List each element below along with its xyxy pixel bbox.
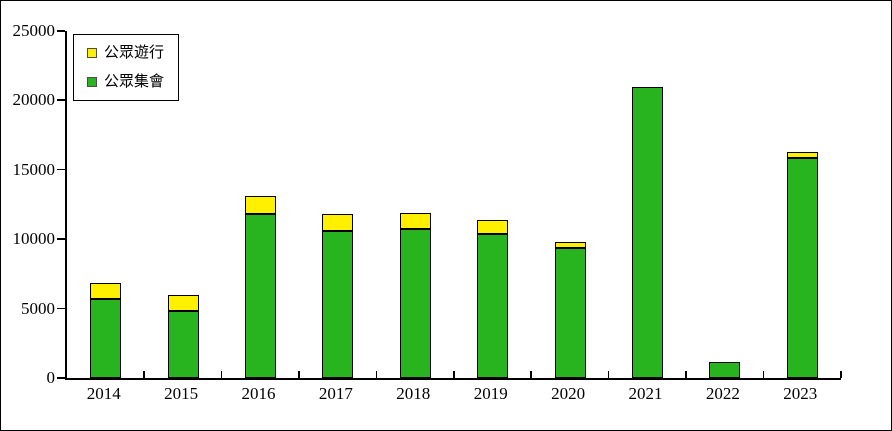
bar-segment-2020-0 bbox=[554, 248, 586, 378]
bar-segment-2014-1 bbox=[90, 283, 122, 299]
bar-segment-2019-1 bbox=[477, 220, 509, 234]
bar-segment-2018-1 bbox=[399, 213, 431, 229]
bar-segment-2019-0 bbox=[477, 234, 509, 378]
y-axis-tick bbox=[57, 238, 65, 240]
x-axis-tick bbox=[840, 371, 842, 378]
plot-area bbox=[57, 30, 842, 380]
x-axis-tick bbox=[530, 371, 532, 378]
x-axis-label: 2017 bbox=[318, 384, 353, 403]
legend: 公眾遊行 公眾集會 bbox=[73, 34, 179, 101]
x-axis-label: 2015 bbox=[164, 384, 199, 403]
bar-segment-2023-1 bbox=[786, 152, 818, 158]
x-axis-label: 2022 bbox=[705, 384, 740, 403]
bar-segment-2021-0 bbox=[632, 87, 663, 378]
bar-segment-2015-0 bbox=[167, 311, 199, 378]
y-axis-label: 25000 bbox=[12, 21, 56, 40]
legend-item-processions: 公眾遊行 bbox=[87, 45, 178, 61]
y-axis-label: 15000 bbox=[12, 159, 56, 179]
x-axis-tick bbox=[143, 371, 145, 378]
x-axis-tick bbox=[685, 371, 687, 378]
x-axis-tick bbox=[453, 371, 455, 378]
legend-label-meetings: 公眾集會 bbox=[104, 73, 165, 90]
x-axis-label: 2016 bbox=[241, 384, 276, 403]
legend-swatch-meetings bbox=[87, 76, 97, 87]
bar-segment-2014-0 bbox=[90, 299, 122, 378]
y-axis-tick bbox=[57, 30, 65, 32]
x-axis-tick bbox=[762, 371, 765, 378]
x-axis-label: 2018 bbox=[396, 384, 431, 403]
legend-swatch-processions bbox=[87, 48, 97, 59]
x-axis-tick bbox=[298, 371, 300, 378]
bar-segment-2020-1 bbox=[554, 242, 586, 248]
legend-label-processions: 公眾遊行 bbox=[104, 45, 165, 62]
y-axis-tick bbox=[57, 377, 65, 379]
legend-item-meetings: 公眾集會 bbox=[87, 74, 178, 90]
bar-segment-2016-1 bbox=[245, 196, 276, 214]
bar-segment-2015-1 bbox=[167, 295, 199, 311]
bar-segment-2018-0 bbox=[399, 229, 431, 378]
bar-segment-2017-1 bbox=[322, 214, 354, 231]
bar-segment-2016-0 bbox=[245, 214, 276, 378]
x-axis-label: 2021 bbox=[628, 384, 663, 403]
x-axis-tick bbox=[375, 371, 378, 378]
bar-segment-2022-0 bbox=[709, 362, 741, 378]
y-axis-label: 10000 bbox=[12, 229, 56, 249]
x-axis-tick bbox=[220, 371, 223, 378]
y-axis-tick bbox=[57, 307, 65, 310]
x-axis-label: 2014 bbox=[86, 384, 121, 403]
bar-segment-2023-0 bbox=[786, 158, 818, 378]
y-axis-label: 20000 bbox=[12, 90, 56, 110]
bar-segment-2017-0 bbox=[322, 231, 354, 378]
x-axis-label: 2020 bbox=[551, 384, 586, 403]
x-axis-label: 2019 bbox=[473, 384, 508, 403]
x-axis-label: 2023 bbox=[783, 384, 818, 403]
y-axis-tick bbox=[57, 99, 65, 101]
x-axis-tick bbox=[607, 371, 610, 378]
y-axis-label: 0 bbox=[46, 368, 56, 387]
y-axis-label: 5000 bbox=[21, 298, 55, 318]
y-axis-tick bbox=[57, 168, 65, 171]
